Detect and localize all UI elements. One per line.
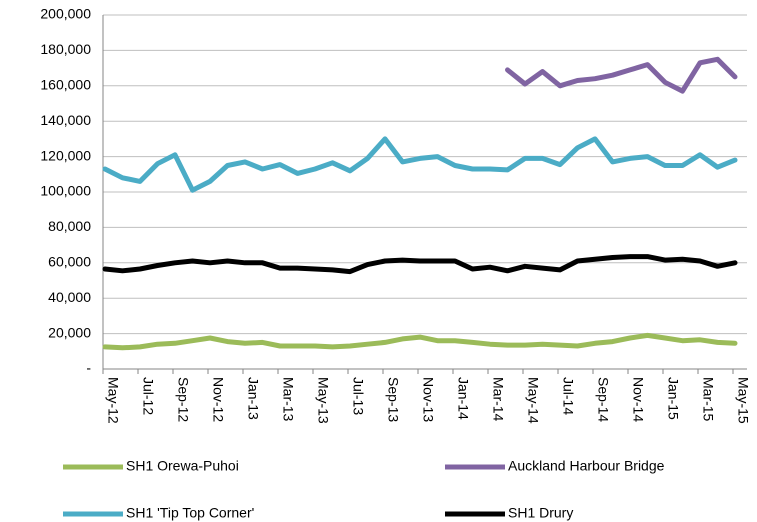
y-tick-label: 180,000	[40, 41, 91, 57]
x-tick-label: Nov-14	[630, 377, 646, 422]
y-tick-label: -	[86, 360, 91, 376]
legend-label: SH1 Drury	[508, 505, 573, 521]
legend-label: Auckland Harbour Bridge	[508, 458, 665, 474]
series-line	[102, 254, 738, 275]
legend-label: SH1 'Tip Top Corner'	[126, 505, 254, 521]
series-line	[505, 56, 738, 94]
y-tick-label: 80,000	[48, 218, 91, 234]
x-tick-label: May-13	[315, 377, 331, 424]
series-line	[102, 332, 738, 351]
x-tick-label: Nov-12	[210, 377, 226, 422]
x-tick-label: Sep-14	[595, 377, 611, 422]
y-tick-label: 40,000	[48, 289, 91, 305]
x-tick-label: Jan-14	[455, 377, 471, 420]
series-line	[102, 136, 738, 193]
y-tick-label: 120,000	[40, 147, 91, 163]
x-tick-label: Jul-12	[140, 377, 156, 415]
y-tick-label: 60,000	[48, 254, 91, 270]
x-tick-label: Sep-12	[175, 377, 191, 422]
x-tick-label: Mar-13	[280, 377, 296, 422]
x-tick-label: Jul-13	[350, 377, 366, 415]
x-tick-label: May-12	[105, 377, 121, 424]
y-tick-label: 140,000	[40, 112, 91, 128]
y-tick-label: 100,000	[40, 183, 91, 199]
x-tick-label: Jan-15	[665, 377, 681, 420]
x-tick-label: Sep-13	[385, 377, 401, 422]
x-tick-label: Nov-13	[420, 377, 436, 422]
y-tick-label: 200,000	[40, 6, 91, 22]
x-tick-label: May-14	[525, 377, 541, 424]
x-tick-label: May-15	[735, 377, 751, 424]
x-tick-label: Jul-14	[560, 377, 576, 415]
x-tick-label: Mar-14	[490, 377, 506, 422]
legend-label: SH1 Orewa-Puhoi	[126, 458, 239, 474]
x-tick-label: Jan-13	[245, 377, 261, 420]
x-tick-label: Mar-15	[700, 377, 716, 422]
y-tick-label: 20,000	[48, 324, 91, 340]
y-tick-label: 160,000	[40, 77, 91, 93]
